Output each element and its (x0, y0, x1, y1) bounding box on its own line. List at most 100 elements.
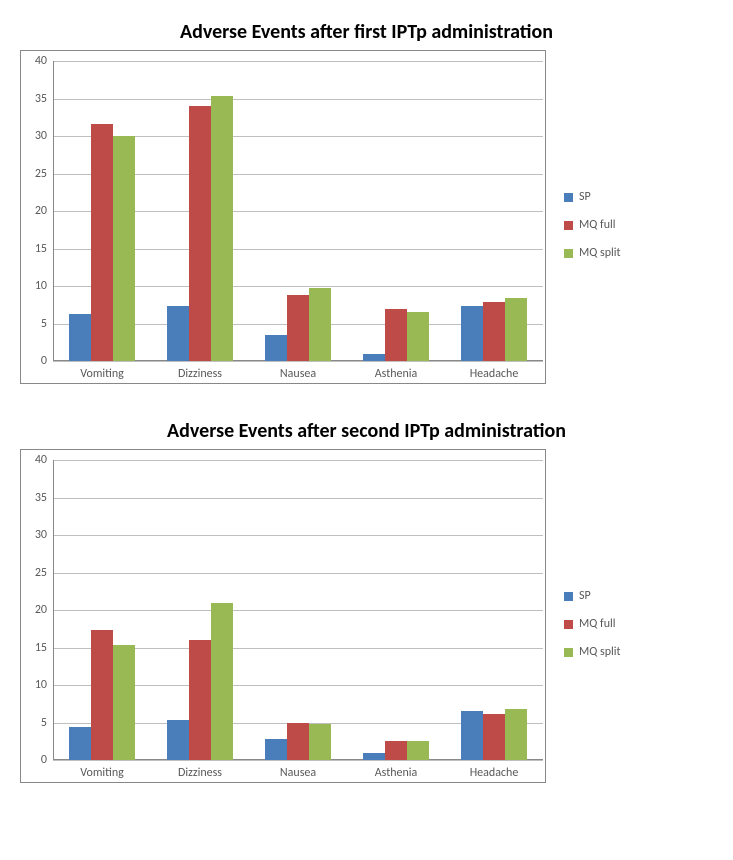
x-tick-label: Vomiting (53, 367, 151, 381)
legend-swatch (564, 249, 573, 258)
chart-row: 0510152025303540VomitingDizzinessNauseaA… (20, 50, 713, 389)
bar (407, 312, 429, 362)
x-tick-label: Dizziness (151, 766, 249, 780)
bar (483, 714, 505, 760)
category-group (249, 460, 347, 760)
bar (363, 753, 385, 761)
bar (189, 640, 211, 760)
category-group (151, 61, 249, 361)
y-tick-label: 5 (41, 716, 53, 730)
y-tick-label: 15 (35, 242, 53, 256)
bar (287, 723, 309, 761)
bar (113, 645, 135, 760)
category-group (445, 460, 543, 760)
bar (189, 106, 211, 361)
category-group (347, 61, 445, 361)
y-tick-label: 0 (41, 354, 53, 368)
y-tick-label: 40 (35, 453, 53, 467)
bar (309, 288, 331, 361)
legend-swatch (564, 648, 573, 657)
plot-frame: 0510152025303540VomitingDizzinessNauseaA… (20, 449, 546, 783)
category-group (347, 460, 445, 760)
bar (69, 727, 91, 760)
category-group (151, 460, 249, 760)
chart-panel: Adverse Events after first IPTp administ… (20, 20, 713, 389)
legend-label: MQ split (579, 246, 621, 260)
bar (309, 724, 331, 760)
chart-title: Adverse Events after first IPTp administ… (20, 20, 713, 44)
y-tick-label: 30 (35, 528, 53, 542)
x-tick-label: Dizziness (151, 367, 249, 381)
bar (385, 741, 407, 760)
legend-label: MQ full (579, 218, 616, 232)
legend: SP MQ full MQ split (546, 50, 625, 389)
grid-line (53, 760, 543, 761)
category-group (445, 61, 543, 361)
chart-row: 0510152025303540VomitingDizzinessNauseaA… (20, 449, 713, 788)
category-group (249, 61, 347, 361)
legend-label: SP (579, 589, 591, 603)
legend-item: SP (564, 589, 621, 603)
legend-swatch (564, 221, 573, 230)
y-tick-label: 35 (35, 491, 53, 505)
bar (385, 309, 407, 362)
y-tick-label: 10 (35, 678, 53, 692)
bars-layer (53, 61, 543, 361)
y-tick-label: 25 (35, 566, 53, 580)
bar (483, 302, 505, 361)
y-tick-label: 35 (35, 92, 53, 106)
plot-frame: 0510152025303540VomitingDizzinessNauseaA… (20, 50, 546, 384)
y-tick-label: 5 (41, 317, 53, 331)
category-group (53, 61, 151, 361)
legend-item: SP (564, 190, 621, 204)
y-tick-label: 10 (35, 279, 53, 293)
x-tick-label: Asthenia (347, 766, 445, 780)
bar (505, 709, 527, 760)
legend-item: MQ split (564, 645, 621, 659)
x-tick-label: Headache (445, 766, 543, 780)
legend-label: MQ full (579, 617, 616, 631)
bar (167, 306, 189, 362)
bar (69, 314, 91, 361)
x-axis-labels: VomitingDizzinessNauseaAstheniaHeadache (53, 367, 543, 381)
bar (211, 96, 233, 361)
x-tick-label: Nausea (249, 766, 347, 780)
bar (91, 124, 113, 361)
chart-title: Adverse Events after second IPTp adminis… (20, 419, 713, 443)
bars-layer (53, 460, 543, 760)
x-axis-labels: VomitingDizzinessNauseaAstheniaHeadache (53, 766, 543, 780)
grid-line (53, 361, 543, 362)
x-tick-label: Vomiting (53, 766, 151, 780)
bar (113, 136, 135, 361)
chart-panel: Adverse Events after second IPTp adminis… (20, 419, 713, 788)
y-tick-label: 40 (35, 54, 53, 68)
category-group (53, 460, 151, 760)
bar (461, 711, 483, 761)
y-tick-label: 20 (35, 204, 53, 218)
bar (505, 298, 527, 361)
x-tick-label: Nausea (249, 367, 347, 381)
bar (265, 739, 287, 760)
bar (407, 741, 429, 761)
y-tick-label: 0 (41, 753, 53, 767)
legend: SP MQ full MQ split (546, 449, 625, 788)
legend-item: MQ split (564, 246, 621, 260)
bar (211, 603, 233, 761)
bar (287, 295, 309, 361)
x-tick-label: Headache (445, 367, 543, 381)
legend-item: MQ full (564, 218, 621, 232)
legend-swatch (564, 193, 573, 202)
legend-swatch (564, 592, 573, 601)
bar (167, 720, 189, 761)
bar (461, 306, 483, 362)
x-tick-label: Asthenia (347, 367, 445, 381)
plot-area: 0510152025303540 (53, 460, 543, 760)
legend-label: MQ split (579, 645, 621, 659)
y-tick-label: 25 (35, 167, 53, 181)
y-tick-label: 20 (35, 603, 53, 617)
legend-label: SP (579, 190, 591, 204)
bar (363, 354, 385, 361)
bar (265, 335, 287, 361)
legend-swatch (564, 620, 573, 629)
y-tick-label: 15 (35, 641, 53, 655)
